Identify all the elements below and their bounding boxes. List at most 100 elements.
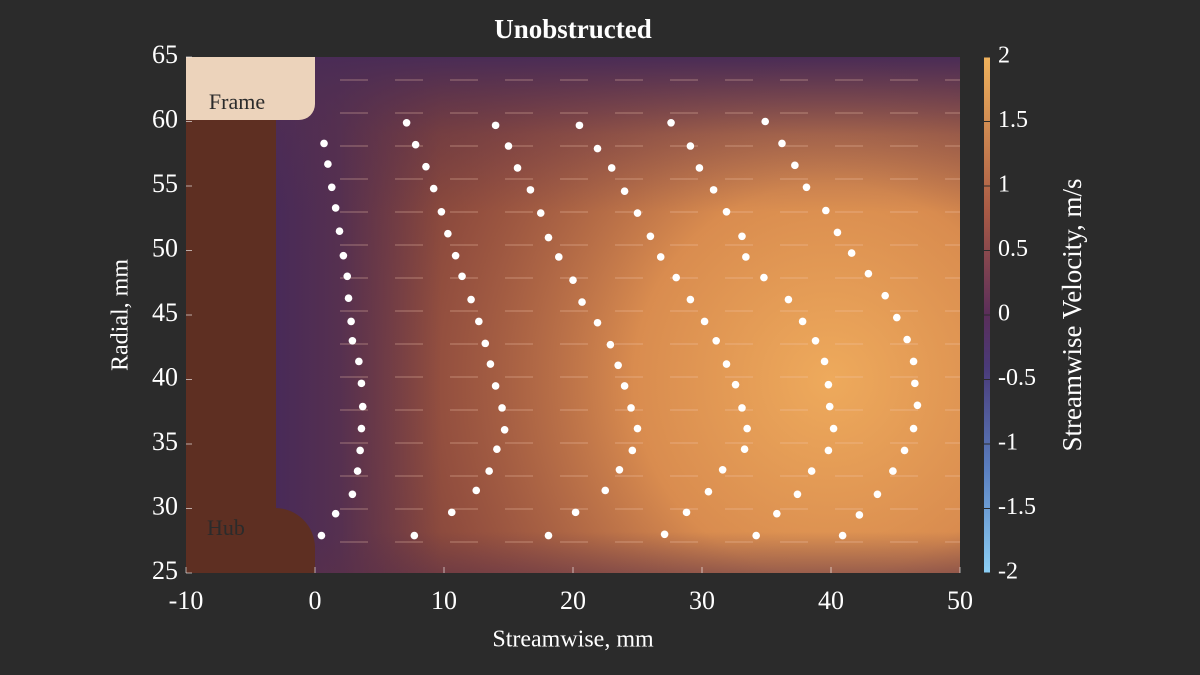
tracer-point bbox=[646, 232, 655, 241]
tracer-point bbox=[738, 404, 746, 412]
tracer-point bbox=[761, 117, 770, 126]
tracer-point bbox=[353, 467, 362, 475]
tracer-point bbox=[504, 142, 513, 150]
chart-title: Unobstructed bbox=[494, 14, 652, 44]
tracer-point bbox=[686, 142, 695, 150]
y-tick-label: 45 bbox=[152, 298, 178, 327]
tracer-point bbox=[481, 339, 490, 348]
colorbar-tick-label: -1 bbox=[998, 430, 1018, 456]
tracer-point bbox=[881, 291, 889, 300]
quiver bbox=[340, 79, 960, 543]
tracer-point bbox=[833, 228, 842, 237]
tracer-point bbox=[357, 424, 366, 433]
tracer-point bbox=[335, 227, 344, 235]
tracer-point bbox=[578, 298, 586, 306]
tracer-point bbox=[410, 531, 419, 540]
tracer-point bbox=[355, 357, 363, 366]
tracer-point bbox=[615, 466, 624, 474]
tracer-point bbox=[873, 490, 882, 499]
y-tick-label: 30 bbox=[152, 491, 178, 520]
tracer-point bbox=[903, 335, 911, 344]
tracer-point bbox=[686, 295, 695, 304]
tracer-point bbox=[628, 446, 637, 455]
x-tick-label: 0 bbox=[309, 586, 322, 615]
tracer-point bbox=[822, 206, 830, 215]
tracer-point bbox=[892, 313, 901, 322]
y-tick-label: 25 bbox=[152, 556, 178, 585]
y-axis-label: Radial, mm bbox=[108, 259, 134, 371]
tracer-point bbox=[773, 509, 781, 518]
colorbar-label: Streamwise Velocity, m/s bbox=[1057, 179, 1087, 452]
y-tick-label: 40 bbox=[152, 362, 178, 391]
tracer-point bbox=[855, 511, 864, 519]
hub bbox=[186, 508, 315, 573]
tracer-point bbox=[667, 118, 675, 127]
tracer-point bbox=[709, 186, 718, 194]
tracer-point bbox=[317, 531, 326, 540]
tracer-point bbox=[824, 446, 833, 455]
tracer-point bbox=[411, 140, 420, 149]
tracer-point bbox=[864, 269, 873, 278]
tracer-point bbox=[486, 360, 495, 368]
y-tick-label: 65 bbox=[152, 40, 178, 69]
tracer-point bbox=[331, 204, 340, 212]
tracer-point bbox=[627, 404, 635, 412]
tracer-point bbox=[760, 273, 768, 282]
tracer-point bbox=[467, 295, 475, 304]
tracer-point bbox=[444, 229, 452, 238]
tracer-point bbox=[347, 317, 355, 326]
tracer-point bbox=[593, 318, 602, 327]
colorbar-tick-label: 1 bbox=[998, 172, 1010, 198]
tracer-point bbox=[718, 466, 727, 474]
tracer-point bbox=[606, 340, 615, 349]
tracer-point bbox=[731, 380, 740, 389]
tracer-point bbox=[544, 531, 553, 540]
tracer-point bbox=[633, 209, 642, 217]
x-tick-label: 40 bbox=[818, 586, 844, 615]
tracer-point bbox=[614, 361, 622, 370]
tracer-point bbox=[722, 208, 731, 216]
tracer-point bbox=[331, 509, 340, 518]
tracer-point bbox=[575, 121, 584, 130]
tracer-point bbox=[672, 273, 680, 282]
tracer-point bbox=[660, 530, 669, 539]
tracer-point bbox=[493, 445, 501, 453]
tracer-point bbox=[324, 160, 332, 168]
colorbar-tick-label: 0.5 bbox=[998, 236, 1028, 262]
colorbar-tick-label: 0 bbox=[998, 301, 1010, 327]
hub-wall bbox=[186, 120, 276, 573]
tracer-point bbox=[447, 508, 456, 517]
tracer-point bbox=[472, 486, 481, 495]
tracer-point bbox=[704, 487, 713, 496]
y-tick-label: 60 bbox=[152, 104, 178, 133]
colorbar-tick-label: 2 bbox=[998, 43, 1010, 69]
tracer-point bbox=[458, 272, 466, 281]
tracer-point bbox=[620, 382, 629, 390]
tracer-point bbox=[913, 401, 922, 410]
y-tick-label: 55 bbox=[152, 169, 178, 198]
tracer-point bbox=[327, 183, 336, 192]
tracer-point bbox=[451, 251, 460, 260]
tracer-point bbox=[620, 187, 629, 195]
tracer-point bbox=[601, 486, 610, 495]
colorbar-tick-label: -1.5 bbox=[998, 494, 1036, 520]
tracer-point bbox=[695, 164, 704, 172]
x-tick-label: 10 bbox=[431, 586, 457, 615]
tracer-point bbox=[437, 208, 446, 216]
tracer-point bbox=[909, 357, 918, 366]
tracer-point bbox=[343, 272, 352, 281]
tracer-point bbox=[356, 446, 364, 455]
tracer-point bbox=[536, 209, 545, 217]
tracer-point bbox=[900, 446, 909, 455]
tracer-point bbox=[740, 445, 749, 453]
tracer-point bbox=[820, 357, 829, 366]
tracer-point bbox=[491, 121, 500, 130]
tracer-point bbox=[526, 186, 535, 194]
tracer-point bbox=[778, 139, 786, 148]
tracer-point bbox=[798, 317, 807, 326]
tracer-point bbox=[811, 337, 820, 345]
x-tick-label: 50 bbox=[947, 586, 973, 615]
tracer-point bbox=[348, 337, 357, 345]
